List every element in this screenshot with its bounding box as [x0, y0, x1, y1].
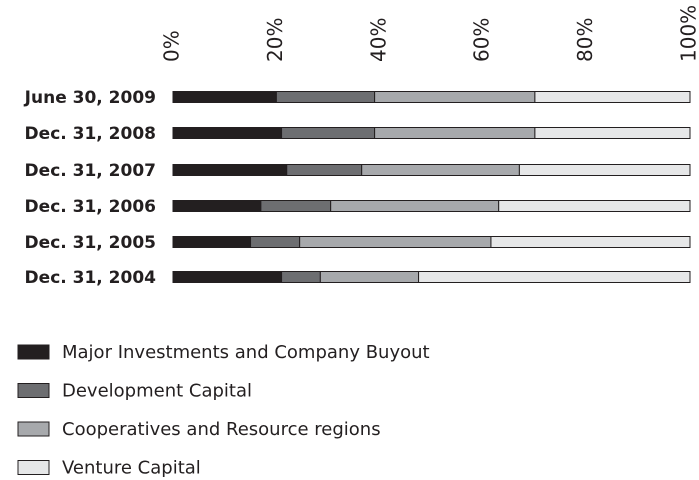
- category-label: Dec. 31, 2007: [25, 161, 156, 181]
- x-tick-label: 100%: [677, 5, 699, 62]
- bar-segment: [319, 271, 420, 283]
- bar-segment: [172, 164, 288, 176]
- legend-swatch: [17, 460, 50, 475]
- bar-segment: [418, 271, 691, 283]
- bar-segment: [172, 200, 262, 212]
- x-tick-label: 0%: [160, 30, 184, 62]
- category-label: Dec. 31, 2008: [25, 124, 156, 144]
- bar-segment: [361, 164, 520, 176]
- x-tick-label: 80%: [573, 18, 597, 62]
- bar-segment: [172, 271, 283, 283]
- legend-swatch: [17, 383, 50, 398]
- bar-segment: [299, 236, 492, 248]
- bar-segment: [172, 91, 277, 103]
- bar-segment: [374, 127, 536, 139]
- legend-label: Development Capital: [62, 381, 252, 402]
- legend-swatch: [17, 344, 50, 360]
- bar-segment: [330, 200, 500, 212]
- x-tick-label: 60%: [470, 18, 494, 62]
- bar-segment: [534, 127, 691, 139]
- category-label: Dec. 31, 2004: [25, 268, 157, 288]
- legend-swatch: [17, 421, 50, 437]
- x-tick-label: 20%: [263, 18, 287, 62]
- category-label: Dec. 31, 2006: [25, 197, 156, 217]
- x-tick-label: 40%: [366, 18, 390, 62]
- bar-segment: [498, 200, 691, 212]
- bar-segment: [286, 164, 363, 176]
- bar-segment: [172, 236, 252, 248]
- category-label: June 30, 2009: [24, 88, 156, 108]
- bar-segment: [518, 164, 691, 176]
- category-label: Dec. 31, 2005: [25, 233, 156, 253]
- bar-segment: [490, 236, 691, 248]
- bar-segment: [281, 271, 321, 283]
- bar-segment: [275, 91, 376, 103]
- legend-label: Venture Capital: [62, 458, 201, 479]
- bar-segment: [172, 127, 283, 139]
- bar-segment: [281, 127, 376, 139]
- legend-label: Cooperatives and Resource regions: [62, 419, 381, 440]
- bar-segment: [260, 200, 332, 212]
- bar-segment: [534, 91, 691, 103]
- bar-segment: [374, 91, 536, 103]
- legend-label: Major Investments and Company Buyout: [62, 342, 430, 363]
- bar-segment: [250, 236, 301, 248]
